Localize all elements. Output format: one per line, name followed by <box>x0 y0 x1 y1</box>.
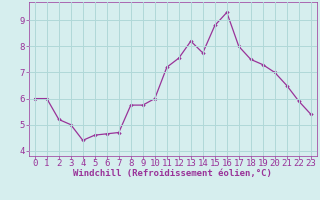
X-axis label: Windchill (Refroidissement éolien,°C): Windchill (Refroidissement éolien,°C) <box>73 169 272 178</box>
